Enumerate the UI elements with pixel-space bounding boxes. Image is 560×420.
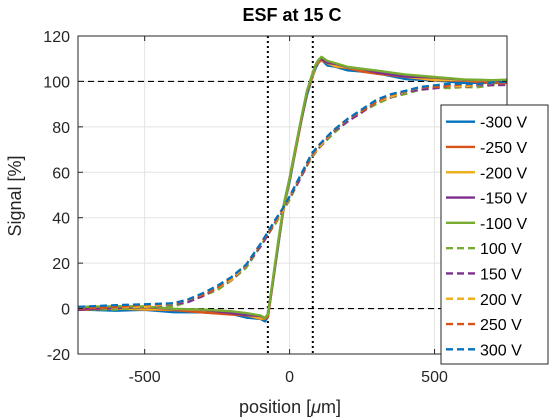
legend-label: 300 V: [480, 342, 522, 359]
legend-label: -250 V: [480, 140, 527, 157]
y-axis-title: Signal [%]: [5, 155, 25, 236]
x-tick-label: 500: [421, 369, 448, 386]
series-line-neg100V: [77, 55, 508, 320]
y-tick-label: -20: [47, 347, 70, 364]
legend-label: -200 V: [480, 165, 527, 182]
y-tick-label: 60: [52, 165, 70, 182]
ticks: -500 0 500 -20 0 20 40 60 80 100 120: [43, 29, 507, 386]
y-tick-label: 100: [43, 74, 70, 91]
y-tick-label: 20: [52, 256, 70, 273]
x-axis-title-mu: μ: [310, 397, 321, 417]
y-tick-label: 0: [61, 302, 70, 319]
y-tick-label: 40: [52, 211, 70, 228]
x-axis-title-prefix: position [: [239, 397, 311, 417]
legend-label: -100 V: [480, 216, 527, 233]
series-line-300V: [77, 80, 508, 308]
legend-label: -300 V: [480, 115, 527, 132]
legend-box: [440, 104, 549, 365]
y-tick-label: 80: [52, 120, 70, 137]
x-axis-title: position [μm]: [239, 397, 341, 417]
legend-label: 250 V: [480, 317, 522, 334]
legend-label: 100 V: [480, 241, 522, 258]
legend-label: 200 V: [480, 292, 522, 309]
x-axis-title-suffix: m]: [321, 397, 341, 417]
legend-label: 150 V: [480, 266, 522, 283]
series-layer: [77, 55, 508, 323]
y-tick-label: 120: [43, 29, 70, 46]
x-tick-label: -500: [129, 369, 161, 386]
x-tick-label: 0: [285, 369, 294, 386]
legend-label: -150 V: [480, 191, 527, 208]
legend: -300 V -250 V -200 V -150 V -100 V 100 V 150 V…: [440, 104, 549, 365]
chart-title: ESF at 15 C: [242, 5, 341, 25]
